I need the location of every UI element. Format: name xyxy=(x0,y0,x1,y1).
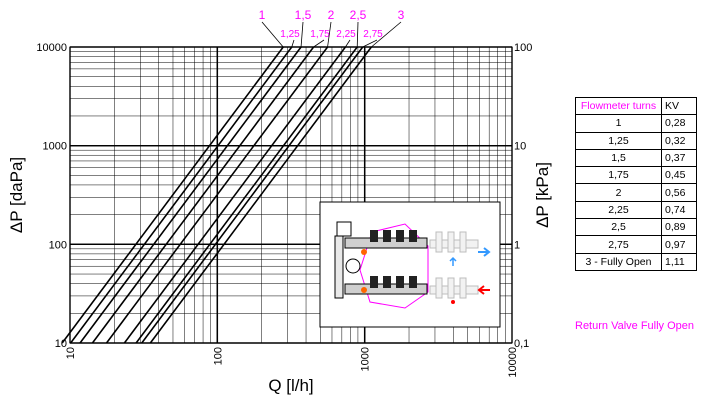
leader-line xyxy=(291,39,295,48)
curve-1 xyxy=(61,46,284,344)
leader-line xyxy=(327,21,332,48)
table-header-row: Flowmeter turns KV xyxy=(575,96,697,116)
table-row: 2 0,56 xyxy=(575,183,697,202)
curve-2,5 xyxy=(135,46,358,344)
leader-line xyxy=(300,21,304,48)
y-axis-label-right: ΔP [kPa] xyxy=(533,162,552,228)
curve-2 xyxy=(105,46,329,344)
turns-cell: 2,25 xyxy=(575,200,662,220)
curve-1,75 xyxy=(91,46,315,344)
kv-cell: 0,74 xyxy=(661,200,697,220)
leader-line xyxy=(356,21,359,48)
curve-1,5 xyxy=(79,46,302,344)
curve-1,25 xyxy=(69,46,293,344)
y-right-tick-label: 100 xyxy=(514,42,532,54)
leader-line xyxy=(313,39,325,48)
y-tick-label: 1000 xyxy=(43,141,67,153)
y-right-tick-label: 1 xyxy=(514,239,520,251)
kv-cell: 0,56 xyxy=(661,183,697,202)
table-row: 1 0,28 xyxy=(575,114,697,133)
return-valve-note: Return Valve Fully Open xyxy=(575,320,695,332)
turns-cell: Flowmeter turns xyxy=(575,96,662,116)
leader-line xyxy=(345,39,351,48)
table-row: 1,75 0,45 xyxy=(575,166,697,185)
kv-cell: 0,97 xyxy=(661,235,697,254)
turns-cell: 2,75 xyxy=(575,235,662,254)
table-row: 2,25 0,74 xyxy=(575,200,697,220)
y-right-tick-label: 0,1 xyxy=(514,338,529,350)
kv-table: Flowmeter turns KV 1 0,28 1,25 0,32 1,5 0,37 1,7… xyxy=(575,96,697,271)
turns-cell: 1 xyxy=(575,114,662,133)
curve-label: 1 xyxy=(259,8,266,22)
manifold-illustration xyxy=(319,201,501,328)
y-tick-label: 100 xyxy=(49,239,67,251)
curve-label: 1,25 xyxy=(280,29,300,40)
x-tick-label: 10000 xyxy=(507,347,519,378)
curve-labels: 1 1,25 1,5 1,75 22,25 2,5 2,75 3 xyxy=(259,8,405,48)
y-axis-label: ΔP [daPa] xyxy=(7,157,26,233)
turns-cell: 3 - Fully Open xyxy=(575,252,662,271)
turns-cell: 1,25 xyxy=(575,131,662,150)
kv-cell: KV xyxy=(661,96,697,116)
curve-label: 2,5 xyxy=(350,8,367,22)
curve-label: 2,25 xyxy=(336,29,356,40)
y-right-tick-label: 10 xyxy=(514,141,526,153)
table-row: 2,5 0,89 xyxy=(575,218,697,237)
leader-line xyxy=(371,21,402,48)
x-tick-label: 1000 xyxy=(360,347,372,371)
turns-cell: 1,5 xyxy=(575,148,662,168)
table-row: 1,5 0,37 xyxy=(575,148,697,168)
x-tick-label: 10 xyxy=(65,347,77,359)
kv-cell: 0,37 xyxy=(661,148,697,168)
curve-label: 1,75 xyxy=(310,29,330,40)
curve-2,75 xyxy=(141,46,364,344)
kv-cell: 0,45 xyxy=(661,166,697,185)
curve-label: 1,5 xyxy=(295,8,312,22)
turns-cell: 2 xyxy=(575,183,662,202)
curve-label: 2 xyxy=(328,8,335,22)
curves xyxy=(61,46,372,344)
kv-cell: 0,32 xyxy=(661,131,697,150)
y-tick-label: 10 xyxy=(55,338,67,350)
curve-3 xyxy=(149,46,372,344)
kv-cell: 1,11 xyxy=(661,252,697,271)
curve-label: 2,75 xyxy=(363,29,383,40)
x-axis-label: Q [l/h] xyxy=(268,376,313,395)
table-row: 1,25 0,32 xyxy=(575,131,697,150)
kv-cell: 0,89 xyxy=(661,218,697,237)
x-tick-label: 100 xyxy=(212,347,224,365)
curve-label: 3 xyxy=(398,8,405,22)
curve-2,25 xyxy=(123,46,347,344)
y-tick-label: 10000 xyxy=(36,42,67,54)
turns-cell: 1,75 xyxy=(575,166,662,185)
table-row: 2,75 0,97 xyxy=(575,235,697,254)
turns-cell: 2,5 xyxy=(575,218,662,237)
leader-line xyxy=(261,21,284,48)
kv-cell: 0,28 xyxy=(661,114,697,133)
leader-line xyxy=(362,39,378,48)
table-row: 3 - Fully Open 1,11 xyxy=(575,252,697,271)
